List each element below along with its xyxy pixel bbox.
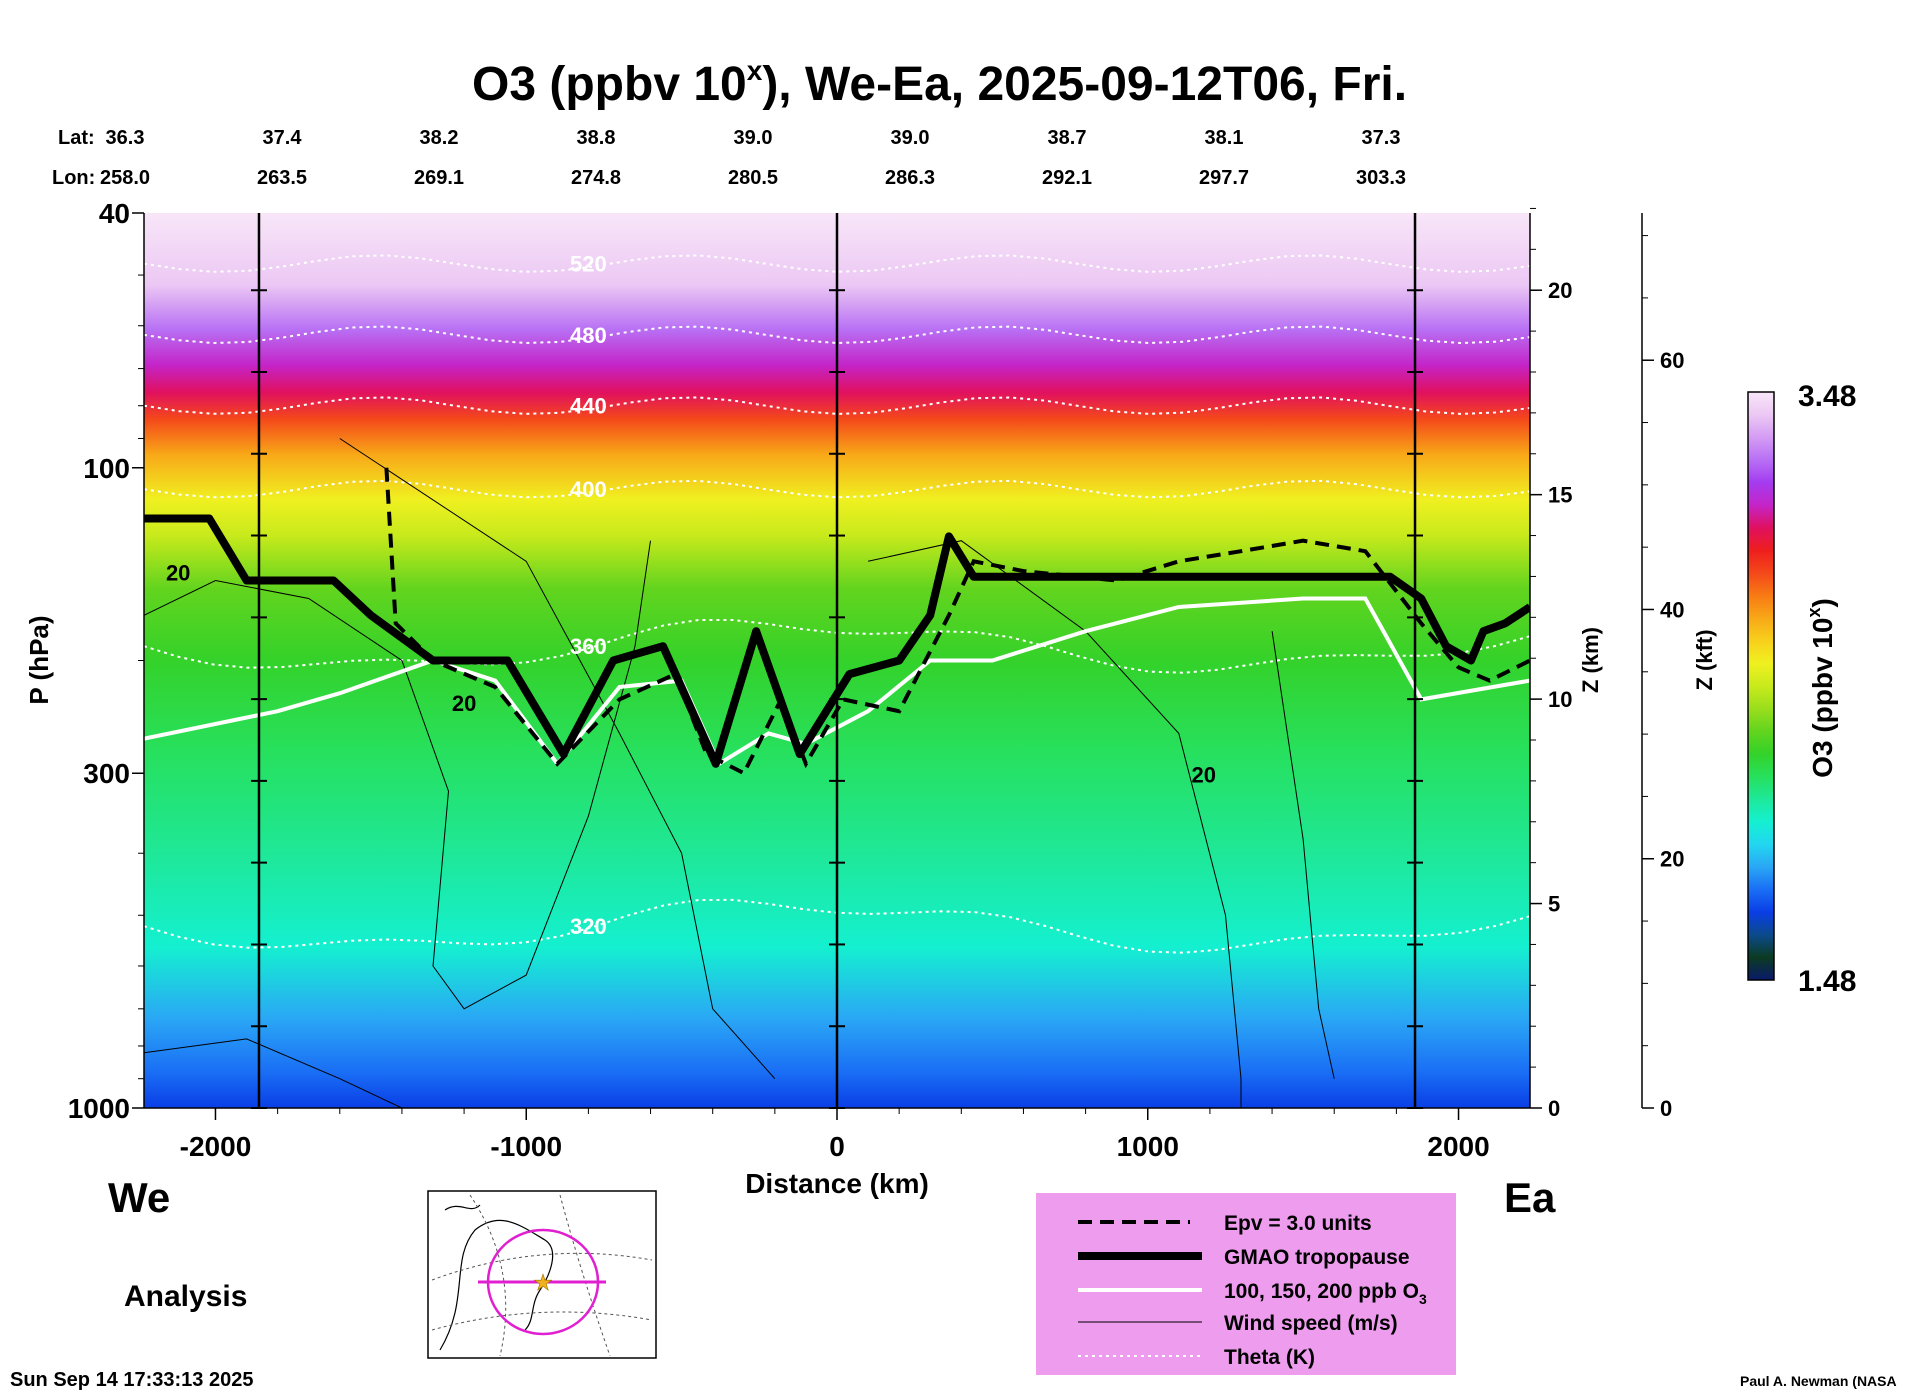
x-axis-label: Distance (km) bbox=[745, 1168, 929, 1199]
z-km-tick-label: 20 bbox=[1548, 278, 1572, 303]
wind-speed-labels: 20 20 20 bbox=[166, 561, 1216, 788]
center-star-icon: ★ bbox=[533, 1270, 553, 1295]
z-kft-tick-label: 20 bbox=[1660, 847, 1684, 872]
credit: Paul A. Newman (NASA bbox=[1740, 1373, 1897, 1389]
lon-value: 269.1 bbox=[414, 167, 464, 189]
lat-value: 38.7 bbox=[1048, 127, 1087, 149]
lat-value: 36.3 bbox=[106, 127, 145, 149]
lon-value: 263.5 bbox=[257, 167, 307, 189]
lon-value: 280.5 bbox=[728, 167, 778, 189]
z-km-tick-label: 5 bbox=[1548, 892, 1560, 917]
gmao-tropopause-line bbox=[144, 514, 1530, 768]
theta-line bbox=[144, 254, 1530, 273]
x-tick-label: 1000 bbox=[1117, 1131, 1179, 1162]
graticule-icon bbox=[431, 1194, 653, 1357]
lat-value: 39.0 bbox=[734, 127, 773, 149]
lat-value: 38.8 bbox=[577, 127, 616, 149]
theta-label: 360 bbox=[570, 634, 607, 659]
y-axis-label: P (hPa) bbox=[24, 615, 54, 704]
lon-value: 292.1 bbox=[1042, 167, 1092, 189]
x-tick-label: -1000 bbox=[490, 1131, 562, 1162]
theta-label: 440 bbox=[570, 394, 607, 419]
theta-label: 480 bbox=[570, 323, 607, 348]
lat-value: 39.0 bbox=[891, 127, 930, 149]
analysis-label: Analysis bbox=[124, 1280, 247, 1313]
colorbar-min-label: 1.48 bbox=[1798, 965, 1856, 998]
z-kft-tick-label: 60 bbox=[1660, 348, 1684, 373]
colorbar-title: O3 (ppbv 10x) bbox=[1804, 598, 1838, 778]
z-km-tick-label: 10 bbox=[1548, 687, 1572, 712]
theta-line bbox=[144, 325, 1530, 345]
z-kft-tick-label: 40 bbox=[1660, 597, 1684, 622]
legend-epv-label: Epv = 3.0 units bbox=[1224, 1212, 1372, 1235]
z-km-axis: 0 5 10 15 20 bbox=[1529, 207, 1572, 1121]
y-tick-label: 300 bbox=[83, 758, 130, 789]
lon-value: 303.3 bbox=[1356, 167, 1406, 189]
lat-value: 38.1 bbox=[1205, 127, 1244, 149]
wind-contour bbox=[144, 1038, 403, 1108]
legend-theta-label: Theta (K) bbox=[1224, 1346, 1315, 1369]
lon-value: 274.8 bbox=[571, 167, 621, 189]
wind-label: 20 bbox=[1191, 762, 1215, 787]
chart-title: O3 (ppbv 10x), We-Ea, 2025-09-12T06, Fri… bbox=[472, 55, 1407, 111]
lat-lon-columns: 36.3 258.0 37.4 263.5 38.2 269.1 38.8 274.8 39.0… bbox=[100, 127, 1406, 189]
west-label: We bbox=[108, 1174, 170, 1221]
y-tick-label: 100 bbox=[83, 453, 130, 484]
epv-3-line bbox=[384, 467, 1530, 776]
colorbar-max-label: 3.48 bbox=[1798, 380, 1856, 413]
theta-line bbox=[144, 396, 1530, 415]
x-tick-label: -2000 bbox=[180, 1131, 252, 1162]
lat-row-label: Lat: bbox=[58, 127, 95, 149]
z-km-tick-label: 15 bbox=[1548, 483, 1572, 508]
wind-label: 20 bbox=[166, 561, 190, 586]
timestamp: Sun Sep 14 17:33:13 2025 bbox=[10, 1369, 253, 1391]
theta-labels: 520 480 440 400 360 320 bbox=[570, 252, 607, 939]
lat-value: 37.4 bbox=[263, 127, 303, 149]
y-tick-label: 1000 bbox=[68, 1093, 130, 1124]
lon-value: 297.7 bbox=[1199, 167, 1249, 189]
theta-label: 520 bbox=[570, 252, 607, 277]
wind-contour bbox=[1271, 631, 1335, 1079]
legend: Epv = 3.0 units GMAO tropopause 100, 150… bbox=[1036, 1193, 1456, 1375]
theta-label: 400 bbox=[570, 477, 607, 502]
y-tick-label: 40 bbox=[99, 198, 130, 229]
z-kft-label: Z (kft) bbox=[1692, 629, 1717, 690]
wind-speed-contours bbox=[144, 438, 1335, 1108]
z-kft-tick-label: 0 bbox=[1660, 1096, 1672, 1121]
x-tick-label: 2000 bbox=[1427, 1131, 1489, 1162]
lon-row-label: Lon: bbox=[52, 167, 95, 189]
east-label: Ea bbox=[1504, 1174, 1556, 1221]
wind-label: 20 bbox=[452, 691, 476, 716]
inset-map: ★ bbox=[427, 1190, 657, 1359]
x-tick-label: 0 bbox=[829, 1131, 845, 1162]
z-km-label: Z (km) bbox=[1578, 627, 1603, 693]
legend-ozone-label: 100, 150, 200 ppb O3 bbox=[1224, 1280, 1427, 1307]
legend-wind-label: Wind speed (m/s) bbox=[1224, 1312, 1398, 1335]
lat-value: 37.3 bbox=[1362, 127, 1401, 149]
wind-contour bbox=[144, 540, 651, 1010]
cross-section-markers bbox=[250, 213, 1424, 1109]
legend-tropopause-label: GMAO tropopause bbox=[1224, 1246, 1410, 1269]
lon-value: 286.3 bbox=[885, 167, 935, 189]
lat-value: 38.2 bbox=[420, 127, 459, 149]
theta-line bbox=[144, 479, 1530, 499]
colorbar bbox=[1747, 391, 1775, 981]
wind-contour bbox=[339, 438, 776, 1080]
distance-axis: -2000 -1000 0 1000 2000 bbox=[144, 1107, 1530, 1162]
pressure-axis: 40 100 300 1000 bbox=[68, 198, 145, 1124]
z-kft-axis: 0 20 40 60 bbox=[1641, 213, 1684, 1121]
theta-label: 320 bbox=[570, 914, 607, 939]
wind-contour bbox=[867, 540, 1242, 1108]
z-km-tick-label: 0 bbox=[1548, 1096, 1560, 1121]
lon-value: 258.0 bbox=[100, 167, 150, 189]
